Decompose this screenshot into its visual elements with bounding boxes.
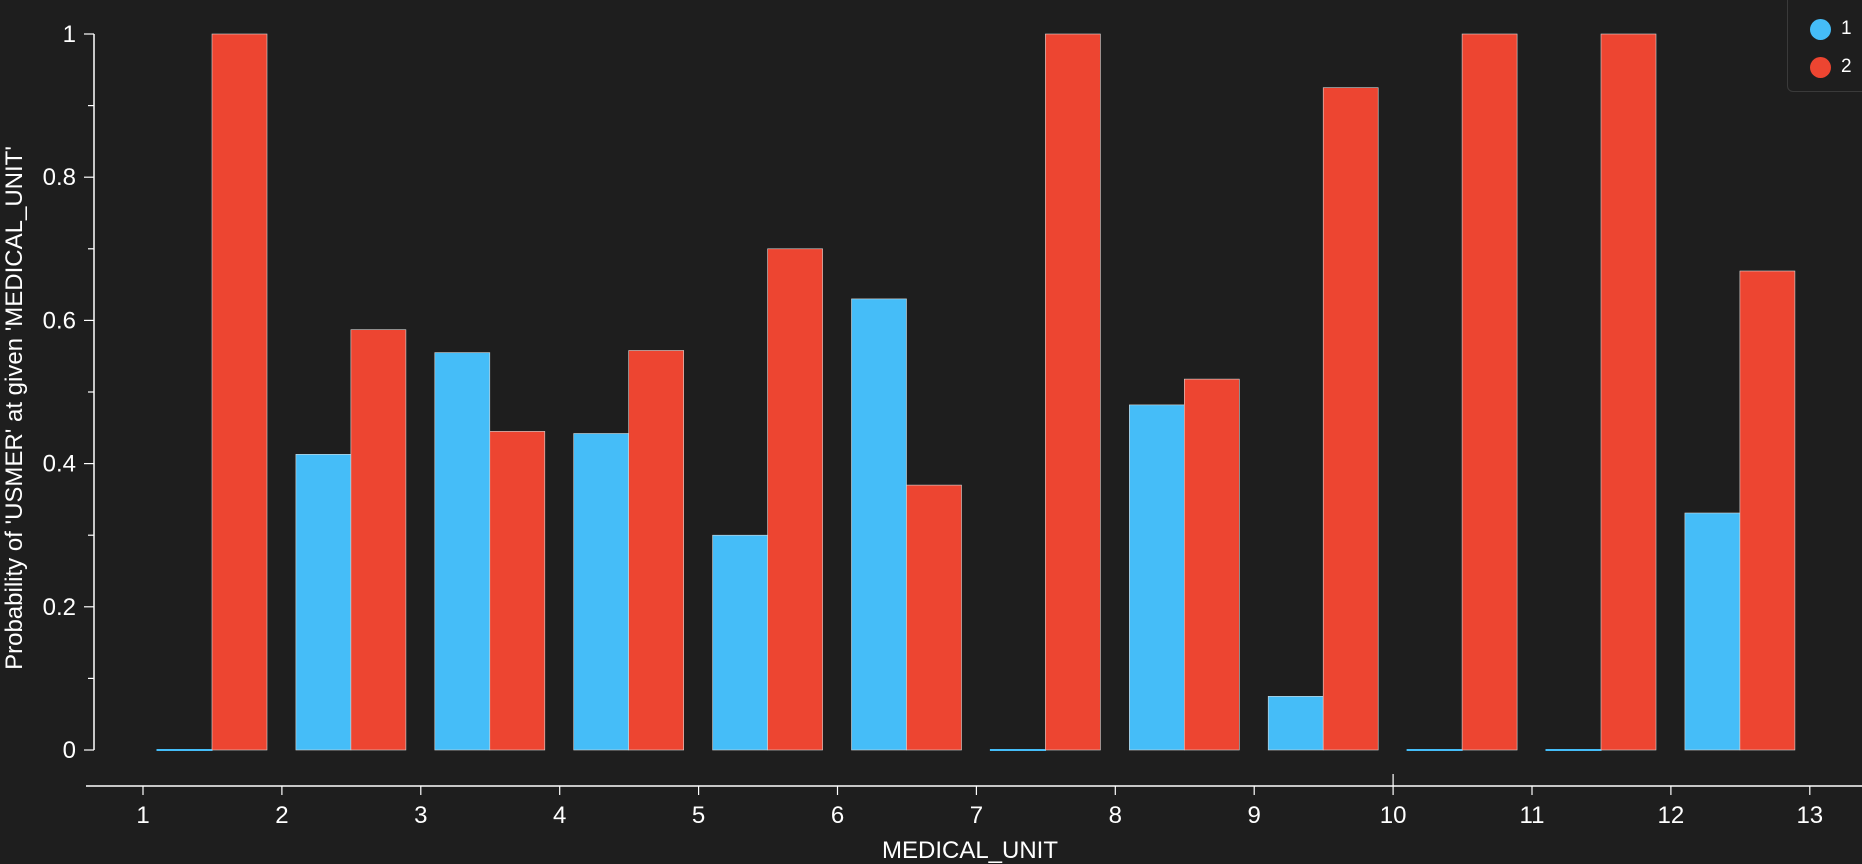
y-tick-label: 0.2: [43, 594, 76, 621]
y-tick-label: 0.4: [43, 451, 76, 478]
x-tick-label: 6: [831, 802, 844, 829]
legend-item-2[interactable]: 2: [1810, 53, 1852, 81]
x-tick-label: 3: [414, 802, 427, 829]
y-axis-title: Probability of 'USMER' at given 'MEDICAL…: [1, 146, 28, 670]
bar-unit5-series1[interactable]: [712, 534, 768, 751]
y-tick-label: 0.8: [43, 164, 76, 191]
x-axis-title: MEDICAL_UNIT: [882, 837, 1058, 864]
x-tick-label: 1: [136, 802, 149, 829]
bar-unit1-series2[interactable]: [211, 33, 268, 751]
legend-item-1[interactable]: 1: [1810, 15, 1852, 43]
x-tick-label: 10: [1380, 802, 1407, 829]
x-tick-label: 8: [1109, 802, 1122, 829]
x-tick-label: 9: [1248, 802, 1261, 829]
x-tick-label: 13: [1796, 802, 1823, 829]
x-tick-label: 5: [692, 802, 705, 829]
bars-layer: [156, 33, 1796, 751]
x-tick-label: 11: [1520, 802, 1545, 829]
y-tick-label: 0.6: [43, 307, 76, 334]
bar-unit10-series1[interactable]: [1406, 749, 1463, 751]
bar-unit9-series1[interactable]: [1267, 695, 1324, 751]
bar-unit12-series1[interactable]: [1684, 512, 1741, 751]
y-axis: 0 0.2 0.4 0.6 0.8 1: [43, 21, 95, 764]
x-axis: 1 2 3 4 5 6 7 8 9 10 11 12 13: [86, 774, 1862, 829]
bar-unit9-series2[interactable]: [1322, 87, 1379, 751]
y-tick-label: 0: [63, 737, 76, 764]
bar-unit3-series1[interactable]: [434, 352, 491, 751]
bar-unit4-series2[interactable]: [628, 350, 685, 751]
bar-unit2-series2[interactable]: [350, 329, 407, 751]
x-tick-label: 2: [275, 802, 288, 829]
bar-unit11-series2[interactable]: [1600, 33, 1657, 751]
legend-label-1: 1: [1841, 18, 1852, 39]
bar-unit3-series2[interactable]: [489, 431, 546, 751]
bar-unit2-series1[interactable]: [295, 453, 352, 751]
bar-unit7-series2[interactable]: [1045, 33, 1101, 751]
legend: 1 2: [1787, 0, 1862, 92]
legend-swatch-2: [1810, 56, 1831, 78]
bar-unit7-series1[interactable]: [989, 749, 1046, 751]
legend-swatch-1: [1810, 18, 1831, 40]
bar-unit10-series2[interactable]: [1461, 33, 1518, 751]
bar-unit12-series2[interactable]: [1739, 270, 1796, 751]
bar-unit11-series1[interactable]: [1545, 749, 1602, 751]
bar-unit8-series1[interactable]: [1129, 404, 1185, 751]
legend-label-2: 2: [1841, 56, 1852, 77]
x-tick-label: 4: [553, 802, 566, 829]
bar-unit4-series1[interactable]: [573, 433, 630, 751]
x-tick-label: 7: [970, 802, 983, 829]
bar-unit6-series1[interactable]: [851, 298, 907, 751]
bar-unit6-series2[interactable]: [906, 484, 962, 751]
bar-unit1-series1[interactable]: [156, 749, 213, 751]
bar-unit8-series2[interactable]: [1184, 378, 1240, 751]
bar-unit5-series2[interactable]: [767, 248, 823, 751]
x-tick-label: 12: [1658, 802, 1685, 829]
y-tick-label: 1: [63, 21, 76, 48]
